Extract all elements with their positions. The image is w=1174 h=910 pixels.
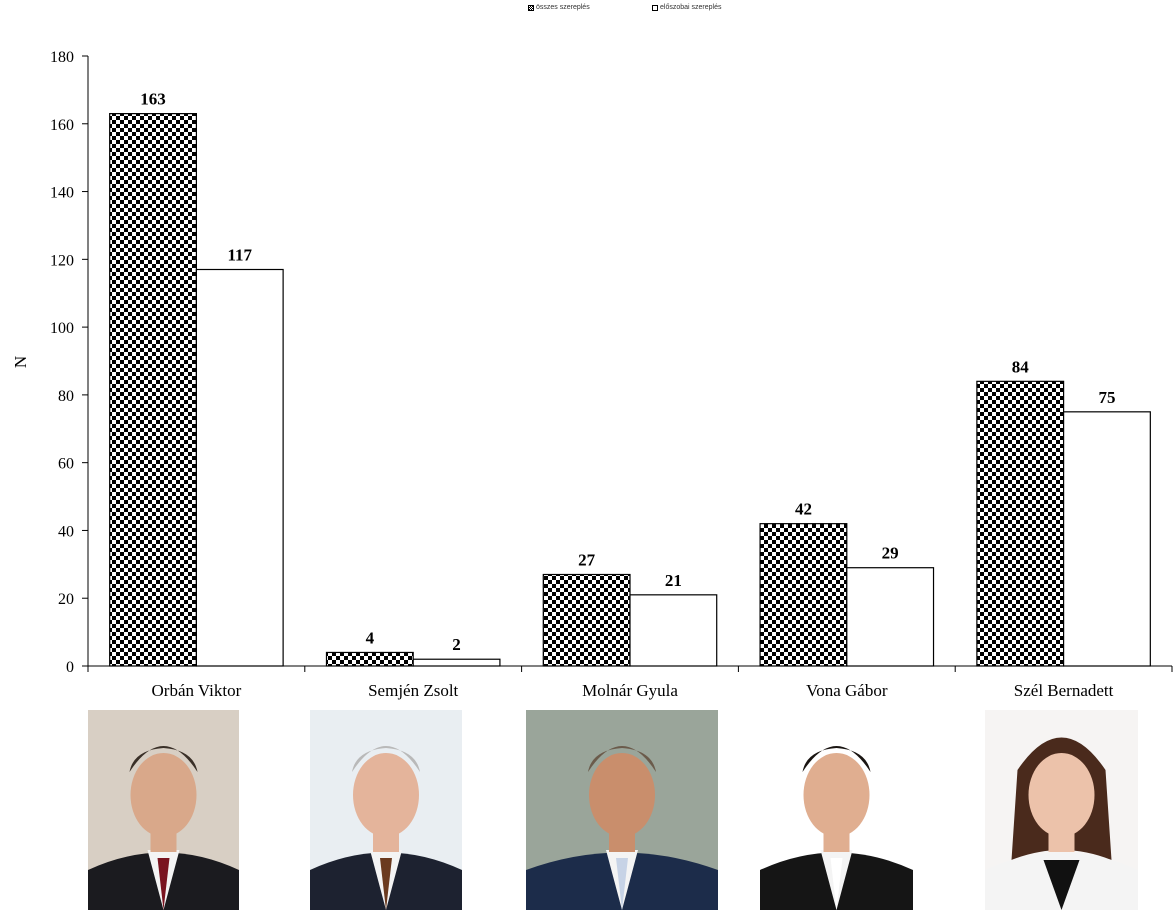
portrait-photo [985,710,1138,910]
x-tick-label: Vona Gábor [806,681,888,700]
bar-anteroom-2 [629,594,718,667]
data-label: 117 [227,246,252,265]
data-label: 2 [452,635,461,654]
bar-total-4 [976,380,1065,667]
y-axis-title: N [11,356,30,368]
legend-item-total: összes szereplés [528,4,590,11]
y-tick-label: 0 [66,659,74,676]
y-tick-label: 140 [50,185,74,202]
data-label: 21 [665,571,682,590]
bars [109,113,1151,667]
x-tick-label: Orbán Viktor [152,681,242,700]
bar-anteroom-3 [846,567,935,667]
data-label: 42 [795,500,812,519]
legend-swatch-checker [528,4,534,11]
legend-swatch-white [652,4,658,11]
legend-label-total: összes szereplés [536,4,590,11]
data-label: 29 [882,544,899,563]
bar-anteroom-4 [1062,411,1151,667]
bar-total-2 [542,573,631,667]
data-label: 163 [140,90,166,109]
y-tick-label: 40 [58,523,74,540]
data-label: 84 [1012,357,1030,376]
y-tick-label: 80 [58,388,74,405]
bar-anteroom-1 [412,658,501,667]
x-tick-label: Molnár Gyula [582,681,678,700]
legend-item-anteroom: előszobai szereplés [652,4,721,11]
y-tick-label: 120 [50,252,74,269]
y-axis: 0 20 40 60 80 100 120 140 160 180 [50,49,89,676]
legend-label-anteroom: előszobai szereplés [660,4,722,11]
y-tick-label: 60 [58,456,74,473]
portrait-photo [310,710,462,910]
legend: összes szereplés előszobai szereplés [0,4,1174,18]
data-label: 75 [1098,388,1115,407]
portrait-photo [526,710,718,910]
y-tick-label: 100 [50,320,74,337]
y-tick-label: 180 [50,49,74,66]
x-tick-label: Semjén Zsolt [368,681,458,700]
y-tick-label: 20 [58,591,74,608]
y-tick-label: 160 [50,117,74,134]
portrait-photo [760,710,913,910]
x-tick-label: Szél Bernadett [1014,681,1114,700]
portrait-photo [88,710,239,910]
x-axis: Orbán Viktor Semjén Zsolt Molnár Gyula Vona… [87,665,1173,700]
bar-total-3 [759,523,848,667]
bar-total-0 [109,113,198,667]
data-label: 4 [366,628,375,647]
bar-total-1 [325,651,414,667]
data-label: 27 [578,551,596,570]
bar-chart: 0 20 40 60 80 100 120 140 160 180 Orbán Viktor Sem… [11,49,1173,700]
data-labels: 163 4 27 42 84 117 2 21 29 75 [140,90,1115,655]
bar-anteroom-0 [195,268,284,667]
